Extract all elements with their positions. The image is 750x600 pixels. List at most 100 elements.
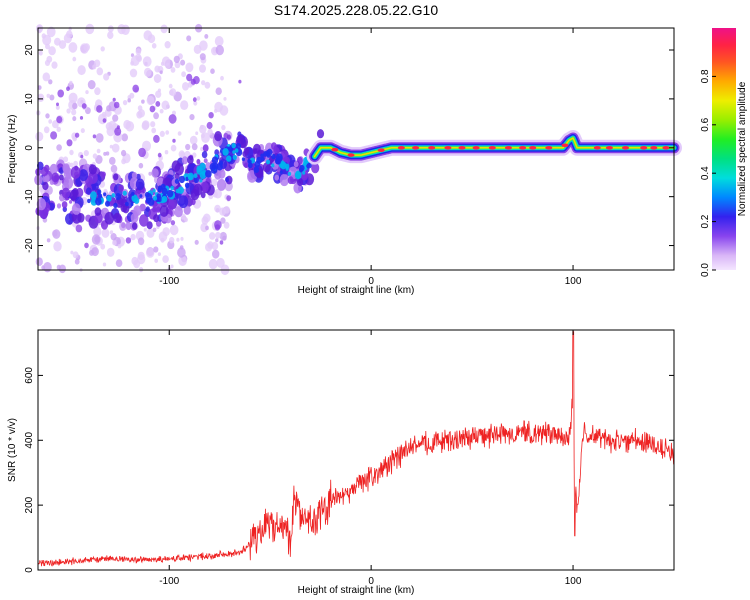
spectral-noise: [159, 108, 164, 114]
spectral-noise: [210, 68, 215, 74]
spectral-noise: [199, 40, 208, 51]
spectral-noise: [91, 247, 99, 257]
spectral-noise: [102, 262, 107, 267]
colorbar-tick-label: 0.6: [700, 117, 711, 131]
spectral-noise: [199, 53, 206, 61]
x-tick-label: 100: [565, 276, 582, 287]
spectral-energy: [90, 191, 97, 200]
spectral-energy: [247, 162, 253, 169]
spectral-noise: [137, 237, 145, 246]
spectral-energy: [266, 153, 271, 158]
spectral-noise: [185, 62, 194, 73]
spectral-noise: [176, 237, 180, 242]
spectral-energy: [130, 202, 134, 206]
spectral-energy: [196, 158, 201, 165]
y-tick-label: 0: [24, 145, 35, 151]
spectral-noise: [112, 239, 117, 246]
spectral-noise: [56, 144, 62, 151]
spectral-noise: [220, 217, 226, 224]
spectral-energy: [205, 162, 212, 170]
spectral-noise: [52, 120, 59, 129]
spectral-noise: [185, 143, 191, 151]
ridge-peak: [622, 146, 629, 150]
spectrogram-ridge: [306, 130, 682, 165]
spectral-noise: [66, 139, 73, 147]
spectral-energy: [177, 186, 184, 194]
spectral-noise: [159, 130, 165, 137]
spectral-energy: [56, 203, 62, 209]
spectral-energy: [218, 160, 224, 166]
spectral-noise: [161, 56, 171, 67]
spectral-noise: [85, 23, 95, 35]
spectral-noise: [215, 231, 221, 239]
spectral-noise: [184, 217, 188, 223]
colorbar-tick-label: 0.4: [700, 166, 711, 180]
spectral-energy: [101, 171, 106, 178]
spectral-energy: [252, 148, 258, 155]
spectral-energy: [42, 181, 49, 191]
spectral-noise: [141, 121, 149, 131]
spectral-energy: [266, 159, 271, 165]
spectral-energy: [98, 193, 103, 199]
ridge-peak: [488, 146, 496, 150]
spectral-noise: [48, 46, 56, 56]
spectral-noise: [205, 225, 209, 231]
spectral-noise: [72, 102, 78, 110]
ridge-peak: [561, 143, 569, 148]
spectral-noise: [204, 81, 211, 89]
ridge-peak: [444, 146, 452, 150]
spectral-noise: [148, 171, 152, 176]
spectral-noise: [201, 132, 210, 143]
spectral-noise: [226, 195, 232, 202]
spectral-noise: [157, 252, 161, 256]
spectral-noise: [42, 34, 52, 46]
spectral-noise: [85, 90, 89, 95]
spectral-energy: [159, 205, 169, 217]
spectral-noise: [192, 152, 197, 158]
ridge-peak: [605, 146, 613, 150]
spectral-noise: [165, 130, 170, 135]
spectral-noise: [48, 79, 53, 85]
spectral-energy: [36, 198, 47, 211]
spectral-noise: [161, 100, 170, 110]
spectral-noise: [112, 114, 119, 122]
spectral-energy: [131, 172, 138, 179]
spectral-noise: [144, 67, 152, 77]
spectral-noise: [173, 55, 180, 64]
spectral-energy: [242, 150, 248, 158]
spectral-noise: [177, 247, 186, 258]
spectral-energy: [131, 191, 135, 196]
spectral-noise: [146, 228, 155, 238]
spectral-noise: [107, 31, 114, 39]
spectral-energy: [37, 161, 44, 171]
spectral-noise: [169, 224, 179, 236]
ridge-peak: [412, 146, 420, 150]
spectral-energy: [181, 156, 188, 165]
spectral-noise: [189, 114, 195, 121]
colorbar-tick-label: 0.2: [700, 214, 711, 228]
spectral-noise: [193, 100, 198, 106]
spectral-energy: [105, 200, 110, 207]
spectral-noise: [55, 105, 60, 110]
spectral-noise: [127, 95, 132, 100]
spectral-noise: [223, 97, 227, 101]
spectral-noise: [80, 154, 84, 159]
spectral-energy: [65, 213, 74, 225]
spectral-noise: [168, 83, 173, 89]
spectral-noise: [168, 114, 177, 124]
spectral-energy: [261, 157, 265, 162]
spectral-energy: [201, 151, 208, 159]
spectral-noise: [80, 43, 89, 54]
colorbar-label: Normalized spectral amplitude: [737, 81, 748, 216]
spectral-energy: [294, 171, 302, 180]
spectral-noise: [169, 236, 175, 244]
spectral-noise: [208, 112, 214, 119]
spectral-energy: [125, 221, 132, 231]
spectral-noise: [209, 232, 216, 240]
spectral-energy: [106, 195, 112, 202]
spectral-energy: [222, 148, 229, 156]
spectral-energy: [147, 197, 155, 206]
spectral-energy: [199, 178, 203, 183]
spectral-energy: [214, 149, 220, 156]
